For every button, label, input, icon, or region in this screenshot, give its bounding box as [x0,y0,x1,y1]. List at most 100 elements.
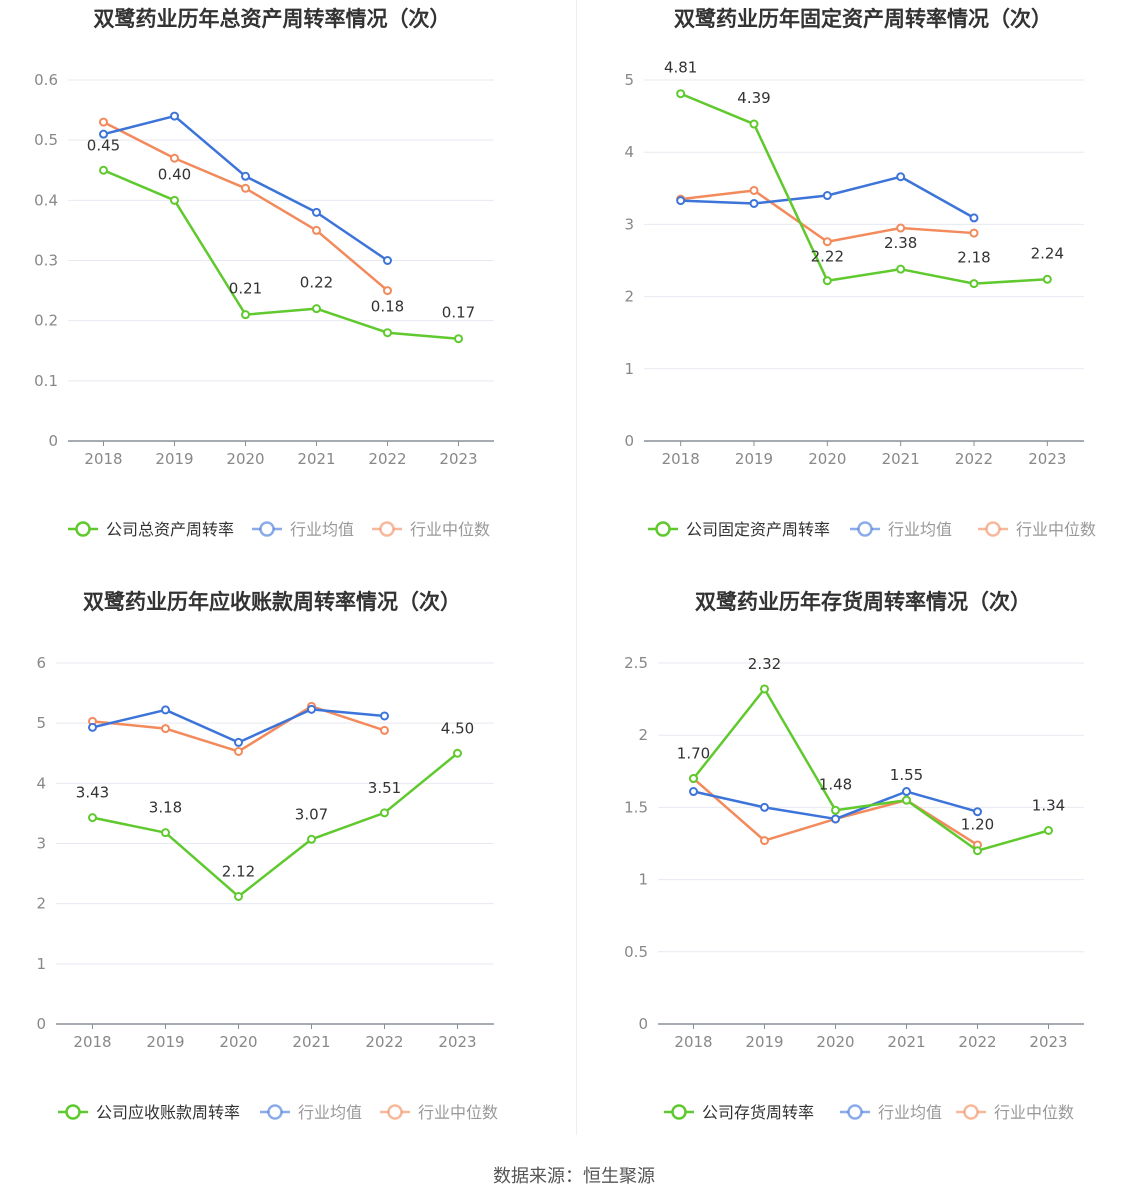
data-point-median[interactable] [241,183,250,193]
data-point-company[interactable] [1042,274,1052,284]
legend-item-median[interactable]: 行业中位数 [956,1103,1074,1122]
data-point-company[interactable] [902,795,911,805]
legend-item-avg[interactable]: 行业均值 [252,520,354,539]
legend-marker-icon [655,521,671,537]
data-label: 4.39 [737,89,770,107]
legend-item-avg[interactable]: 行业均值 [260,1103,362,1122]
data-point-median[interactable] [969,228,979,238]
data-point-median[interactable] [312,225,321,235]
data-point-avg[interactable] [170,111,179,121]
data-point-company[interactable] [973,846,982,856]
data-point-median[interactable] [380,725,389,735]
legend-marker-icon [985,521,1001,537]
data-point-company[interactable] [99,165,108,175]
data-label: 0.40 [158,165,191,183]
data-point-company[interactable] [307,834,316,844]
data-label: 0.17 [442,304,475,322]
data-point-avg[interactable] [99,129,108,139]
data-point-company[interactable] [969,279,979,289]
data-point-company[interactable] [453,748,462,758]
y-tick-label: 2 [624,288,634,306]
legend-item-company[interactable]: 公司总资产周转率 [68,520,234,539]
data-point-company[interactable] [380,808,389,818]
data-point-company[interactable] [312,304,321,314]
data-point-avg[interactable] [902,787,911,797]
x-tick-label: 2019 [745,1033,783,1051]
data-point-company[interactable] [454,334,463,344]
data-point-median[interactable] [161,724,170,734]
data-point-avg[interactable] [973,807,982,817]
data-point-company[interactable] [161,828,170,838]
data-point-avg[interactable] [969,213,979,223]
y-tick-label: 2.5 [624,654,648,672]
data-label: 0.45 [87,136,120,154]
y-tick-label: 5 [624,71,634,89]
data-point-avg[interactable] [896,172,906,182]
data-point-company[interactable] [760,684,769,694]
data-point-avg[interactable] [831,814,840,824]
data-point-median[interactable] [822,237,832,247]
data-point-avg[interactable] [241,171,250,181]
data-point-median[interactable] [383,286,392,296]
x-tick-label: 2021 [887,1033,925,1051]
data-point-company[interactable] [383,328,392,338]
chart-title: 双鹭药业历年应收账款周转率情况（次） [83,590,461,614]
legend-marker-icon [387,1104,403,1120]
data-point-median[interactable] [234,746,243,756]
data-point-avg[interactable] [380,711,389,721]
data-point-company[interactable] [88,813,97,823]
data-point-median[interactable] [749,185,759,195]
chart-svg-fixed-assets: 双鹭药业历年固定资产周转率情况（次） 0 1 2 3 4 5 2018 2019 2020 2021… [624,7,1096,539]
data-point-company[interactable] [749,119,759,129]
series-line-company [92,752,459,898]
legend-label: 行业中位数 [418,1103,498,1122]
data-point-median[interactable] [99,117,108,127]
data-point-avg[interactable] [760,802,769,812]
data-point-avg[interactable] [749,198,759,208]
legend-label: 公司存货周转率 [702,1103,814,1122]
y-tick-label: 4 [36,774,46,792]
data-label: 2.12 [222,862,255,880]
data-point-avg[interactable] [689,787,698,797]
y-tick-label: 1 [624,360,634,378]
data-point-avg[interactable] [383,256,392,265]
data-point-company[interactable] [689,774,698,784]
series-line-median [102,121,389,292]
data-point-avg[interactable] [822,191,832,201]
y-tick-label: 0 [48,432,58,450]
data-point-avg[interactable] [234,737,243,747]
chart-panel-receivables: 双鹭药业历年应收账款周转率情况（次） 0 1 2 3 4 5 6 2018 2019 2020 202… [0,583,574,1166]
data-point-company[interactable] [1044,826,1053,836]
legend-item-avg[interactable]: 行业均值 [840,1103,942,1122]
legend-item-company[interactable]: 公司固定资产周转率 [648,520,830,539]
data-point-company[interactable] [234,891,243,901]
legend-item-median[interactable]: 行业中位数 [978,520,1096,539]
y-tick-label: 1.5 [624,798,648,816]
data-label: 1.70 [677,745,710,763]
data-point-company[interactable] [170,195,179,205]
x-tick-label: 2020 [816,1033,854,1051]
data-point-median[interactable] [760,836,769,846]
legend-marker-icon [65,1104,81,1120]
data-point-avg[interactable] [676,196,686,206]
x-tick-label: 2018 [73,1033,111,1051]
legend-item-company[interactable]: 公司应收账款周转率 [58,1103,240,1122]
legend-item-median[interactable]: 行业中位数 [380,1103,498,1122]
data-point-company[interactable] [822,276,832,286]
data-label: 1.34 [1032,797,1065,815]
legend-label: 公司应收账款周转率 [96,1103,240,1122]
legend-item-median[interactable]: 行业中位数 [372,520,490,539]
data-point-company[interactable] [831,805,840,815]
data-point-median[interactable] [170,153,179,163]
legend-item-avg[interactable]: 行业均值 [850,520,952,539]
legend-item-company[interactable]: 公司存货周转率 [664,1103,814,1122]
data-point-avg[interactable] [307,704,316,714]
data-point-avg[interactable] [161,705,170,715]
x-tick-label: 2021 [882,450,920,468]
data-point-company[interactable] [676,89,686,99]
data-point-avg[interactable] [312,207,321,217]
data-point-avg[interactable] [88,722,97,732]
data-point-company[interactable] [241,310,250,320]
data-point-median[interactable] [896,223,906,233]
data-point-company[interactable] [896,264,906,274]
